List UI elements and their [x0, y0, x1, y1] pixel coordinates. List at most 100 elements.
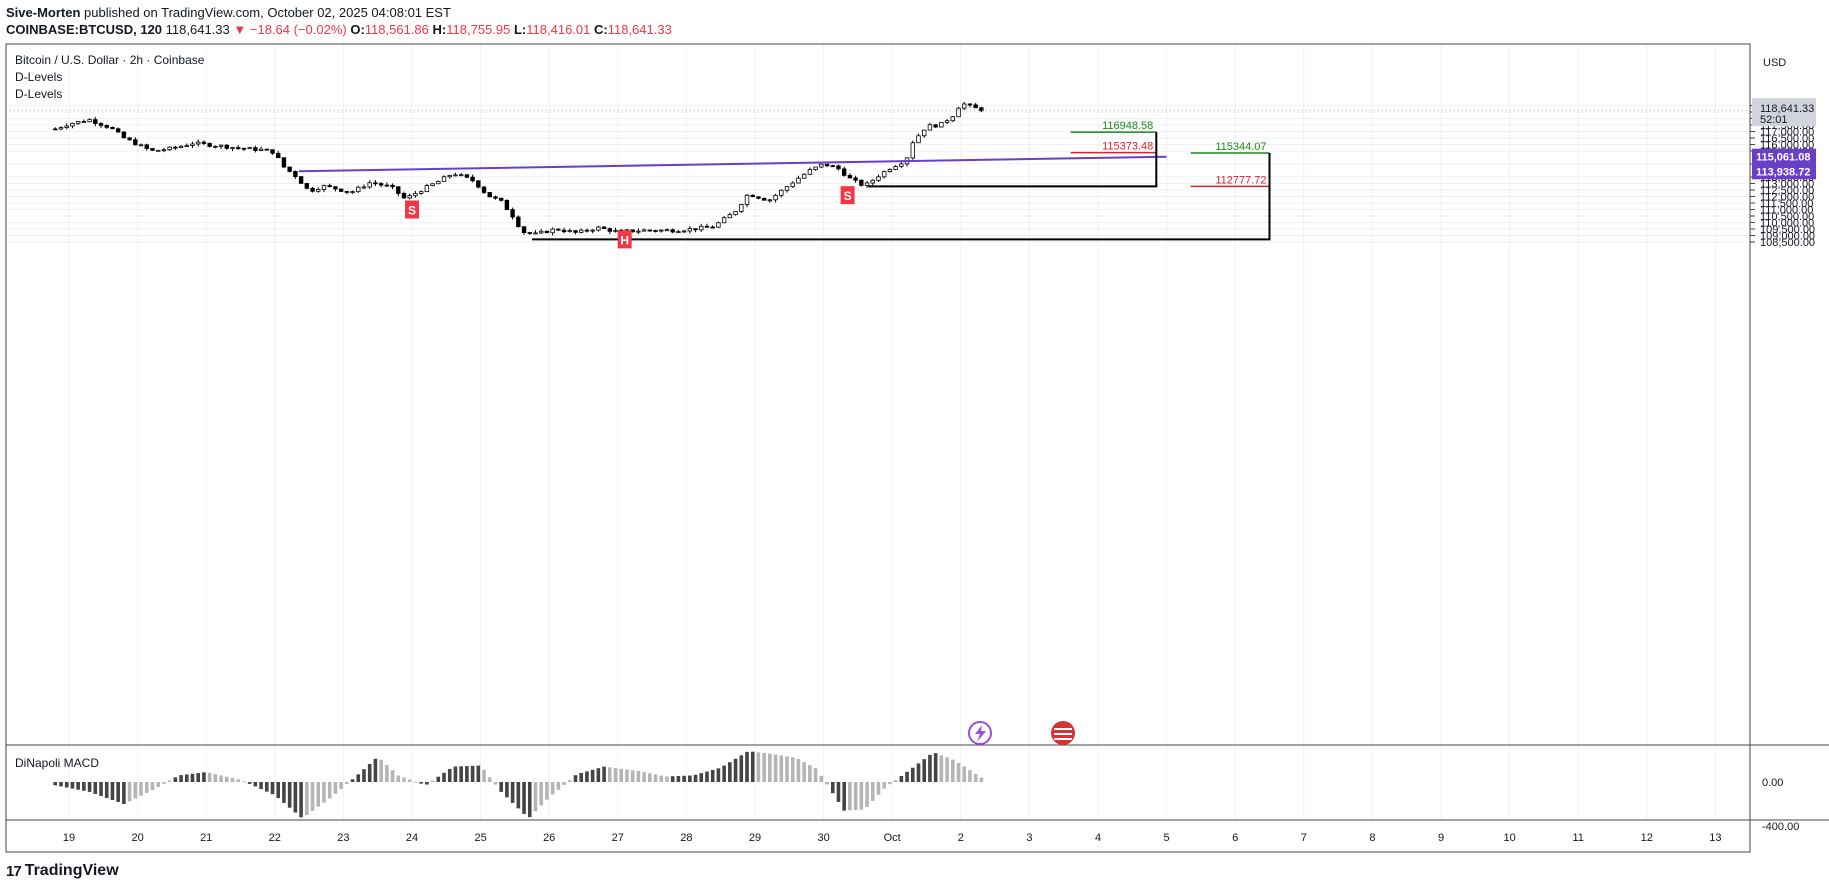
trendline-price-label[interactable]: [1752, 163, 1816, 180]
x-tick-label: 2: [958, 832, 964, 844]
candle-body: [659, 229, 664, 232]
macd-bar: [750, 751, 755, 782]
pattern-badge[interactable]: [617, 230, 632, 249]
candle-body: [613, 229, 618, 232]
pattern-badge[interactable]: [405, 200, 419, 219]
macd-bar: [59, 782, 63, 787]
trendline-price-value: 115,061.08: [1756, 152, 1810, 164]
macd-bar: [493, 782, 498, 785]
macd-bar: [322, 782, 326, 803]
price-change: ▼ −18.64 (−0.02%): [233, 22, 347, 37]
open-label: O:: [350, 22, 365, 37]
macd-bar: [899, 775, 904, 782]
candle-body: [824, 163, 830, 167]
candle-body: [979, 107, 984, 112]
trendline-price-label[interactable]: [1752, 148, 1816, 165]
currency-label[interactable]: USD: [1763, 57, 1786, 69]
macd-bar: [613, 768, 618, 782]
macd-bar: [93, 782, 98, 794]
macd-bar: [819, 775, 824, 782]
pattern-badge-label: S: [408, 204, 416, 218]
event-icon-economic[interactable]: [1051, 721, 1075, 745]
macd-bar: [167, 780, 172, 782]
macd-bar: [722, 765, 726, 782]
candle-body: [773, 194, 778, 201]
candle-body: [853, 177, 858, 181]
candle-body: [218, 144, 224, 147]
candle-body: [344, 191, 350, 193]
macd-bar: [922, 759, 927, 782]
macd-bar: [882, 782, 886, 789]
y-tick-label: 109,500.00: [1760, 224, 1815, 236]
candle-body: [115, 128, 121, 133]
legend-indicator-1[interactable]: D-Levels: [15, 70, 62, 84]
candle-body: [144, 144, 149, 149]
candle-body: [544, 230, 550, 234]
candle-body: [653, 230, 658, 232]
macd-bar: [682, 775, 686, 782]
candle-body: [207, 143, 212, 147]
y-tick-label: 108,500.00: [1760, 237, 1815, 249]
candle-body: [790, 182, 795, 188]
x-tick-label: 9: [1438, 832, 1444, 844]
macd-bar: [590, 769, 595, 782]
candle-body: [281, 157, 287, 168]
macd-bar: [156, 782, 160, 787]
trendline[interactable]: [298, 155, 1167, 173]
macd-bar: [579, 773, 584, 782]
macd-bar: [379, 759, 383, 782]
macd-bar: [573, 775, 578, 782]
chart-frame: [5, 43, 1751, 853]
candle-body: [681, 230, 687, 233]
author-name[interactable]: Sive-Morten: [6, 5, 81, 20]
candle-body: [487, 192, 492, 198]
legend-indicator-2[interactable]: D-Levels: [15, 87, 62, 101]
macd-bar: [213, 774, 218, 782]
candle-body: [533, 232, 538, 235]
x-tick-label: 24: [406, 832, 418, 844]
candle-body: [607, 228, 612, 232]
current-price-label[interactable]: [1752, 98, 1816, 127]
candle-body: [195, 141, 201, 145]
y-tick-label: 109,000.00: [1760, 231, 1815, 243]
candle-body: [121, 131, 127, 139]
candle-body: [899, 163, 904, 167]
candle-body: [173, 146, 178, 149]
macd-bar: [893, 780, 898, 782]
bracket-line[interactable]: [532, 153, 1271, 241]
candle-body: [87, 119, 92, 123]
macd-group: 0.00 -400.00: [53, 751, 1799, 833]
candle-body: [276, 152, 281, 159]
candle-body: [407, 195, 412, 199]
tradingview-logo[interactable]: 17 TradingView: [6, 862, 119, 880]
candle-body: [264, 148, 269, 151]
bracket-line[interactable]: [868, 132, 1158, 188]
candle-body: [75, 121, 81, 124]
macd-bar: [356, 774, 361, 782]
pattern-badge[interactable]: [840, 186, 855, 205]
candle-body: [676, 231, 681, 234]
macd-bar: [596, 768, 601, 782]
candle-body: [361, 186, 367, 189]
x-tick-label: 7: [1301, 832, 1307, 844]
x-tick-label: 11: [1572, 832, 1583, 844]
candle-body: [933, 124, 938, 128]
macd-bar: [505, 782, 509, 798]
candle-body: [213, 145, 218, 148]
macd-bar: [385, 765, 389, 782]
legend-title[interactable]: Bitcoin / U.S. Dollar · 2h · Coinbase: [15, 53, 205, 67]
candle-body: [841, 168, 847, 176]
event-icon-dividend[interactable]: [968, 721, 992, 745]
candle-body: [727, 214, 733, 219]
candle-body: [241, 147, 247, 150]
macd-bar: [53, 782, 58, 786]
candle-body: [956, 107, 961, 118]
candle-body: [739, 204, 744, 212]
candle-body: [384, 184, 390, 187]
high-label: H:: [432, 22, 447, 37]
macd-legend[interactable]: DiNapoli MACD: [15, 756, 99, 770]
macd-bar: [264, 782, 269, 792]
candle-body: [167, 146, 172, 151]
y-tick-label: 110,000.00: [1760, 218, 1814, 230]
